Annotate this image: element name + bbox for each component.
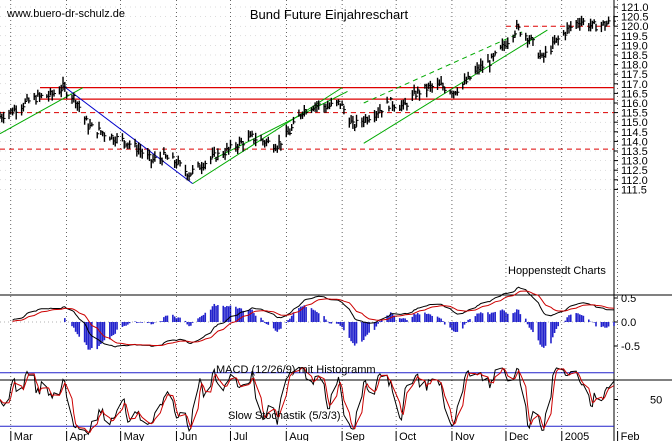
price-ytick-label: 111.5 xyxy=(621,184,647,196)
x-axis: Mar Apr May Jun Jul Aug Sep Oct Nov Dec 2005 Feb xyxy=(10,0,640,443)
price-ytick-label: 121.0 xyxy=(621,2,649,14)
price-ytick-label: 112.0 xyxy=(621,175,648,187)
trend-line xyxy=(0,87,84,135)
macd-line xyxy=(12,286,615,348)
month-label: Feb xyxy=(621,431,640,441)
stochastic-panel: 50 xyxy=(0,366,662,441)
watermark: www.buero-dr-schulz.de xyxy=(6,8,125,20)
price-annotation: Hoppenstedt Charts xyxy=(508,265,606,277)
price-ytick-label: 117.0 xyxy=(621,79,648,91)
price-panel: 121.0120.5120.0119.5119.0118.5118.0117.5… xyxy=(0,0,672,296)
price-ytick-label: 115.5 xyxy=(621,108,648,120)
macd-panel: 0.5 0.0 -0.5 xyxy=(0,286,672,381)
trend-line xyxy=(62,85,193,185)
macd-ytick-label: 0.5 xyxy=(621,293,636,305)
price-ytick-label: 115.0 xyxy=(621,117,648,129)
macd-title: MACD (12/26/9) mit Histogramm xyxy=(216,364,376,376)
price-ytick-label: 117.5 xyxy=(621,69,648,81)
macd-signal-line xyxy=(12,290,615,346)
month-label: May xyxy=(124,431,145,441)
month-label: 2005 xyxy=(565,431,589,441)
chart-title: Bund Future Einjahreschart xyxy=(250,7,409,22)
trend-line xyxy=(192,87,343,185)
price-ytick-label: 114.5 xyxy=(621,127,648,139)
price-ytick-label: 112.5 xyxy=(621,165,648,177)
price-ytick-label: 113.0 xyxy=(621,156,648,168)
month-label: Jun xyxy=(179,431,197,441)
month-label: Oct xyxy=(399,431,416,441)
price-ytick-label: 116.5 xyxy=(621,88,648,100)
macd-ytick-label: -0.5 xyxy=(621,341,640,353)
price-ytick-label: 116.0 xyxy=(621,98,648,110)
price-ytick-label: 114.0 xyxy=(621,136,648,148)
stochastic-d-line xyxy=(0,367,615,433)
month-label: Mar xyxy=(14,431,33,441)
price-ytick-label: 120.0 xyxy=(621,21,649,33)
month-label: Dec xyxy=(509,431,529,441)
price-ytick-label: 119.0 xyxy=(621,40,648,52)
stochastic-k-line xyxy=(0,366,615,436)
trend-line xyxy=(363,31,523,104)
month-label: Nov xyxy=(455,431,475,441)
month-label: Jul xyxy=(233,431,247,441)
price-ytick-label: 118.5 xyxy=(621,50,648,62)
price-ytick-label: 120.5 xyxy=(621,12,649,24)
price-ytick-label: 113.5 xyxy=(621,146,648,158)
stochastic-title: Slow Stochastik (5/3/3) xyxy=(228,410,341,422)
stochastic-ytick-label: 50 xyxy=(650,395,662,407)
price-ytick-label: 119.5 xyxy=(621,31,648,43)
trend-line xyxy=(363,29,548,144)
macd-ytick-label: 0.0 xyxy=(621,317,636,329)
month-label: Sep xyxy=(345,431,365,441)
month-label: Apr xyxy=(70,431,87,441)
price-ytick-label: 118.0 xyxy=(621,60,648,72)
month-label: Aug xyxy=(289,431,309,441)
